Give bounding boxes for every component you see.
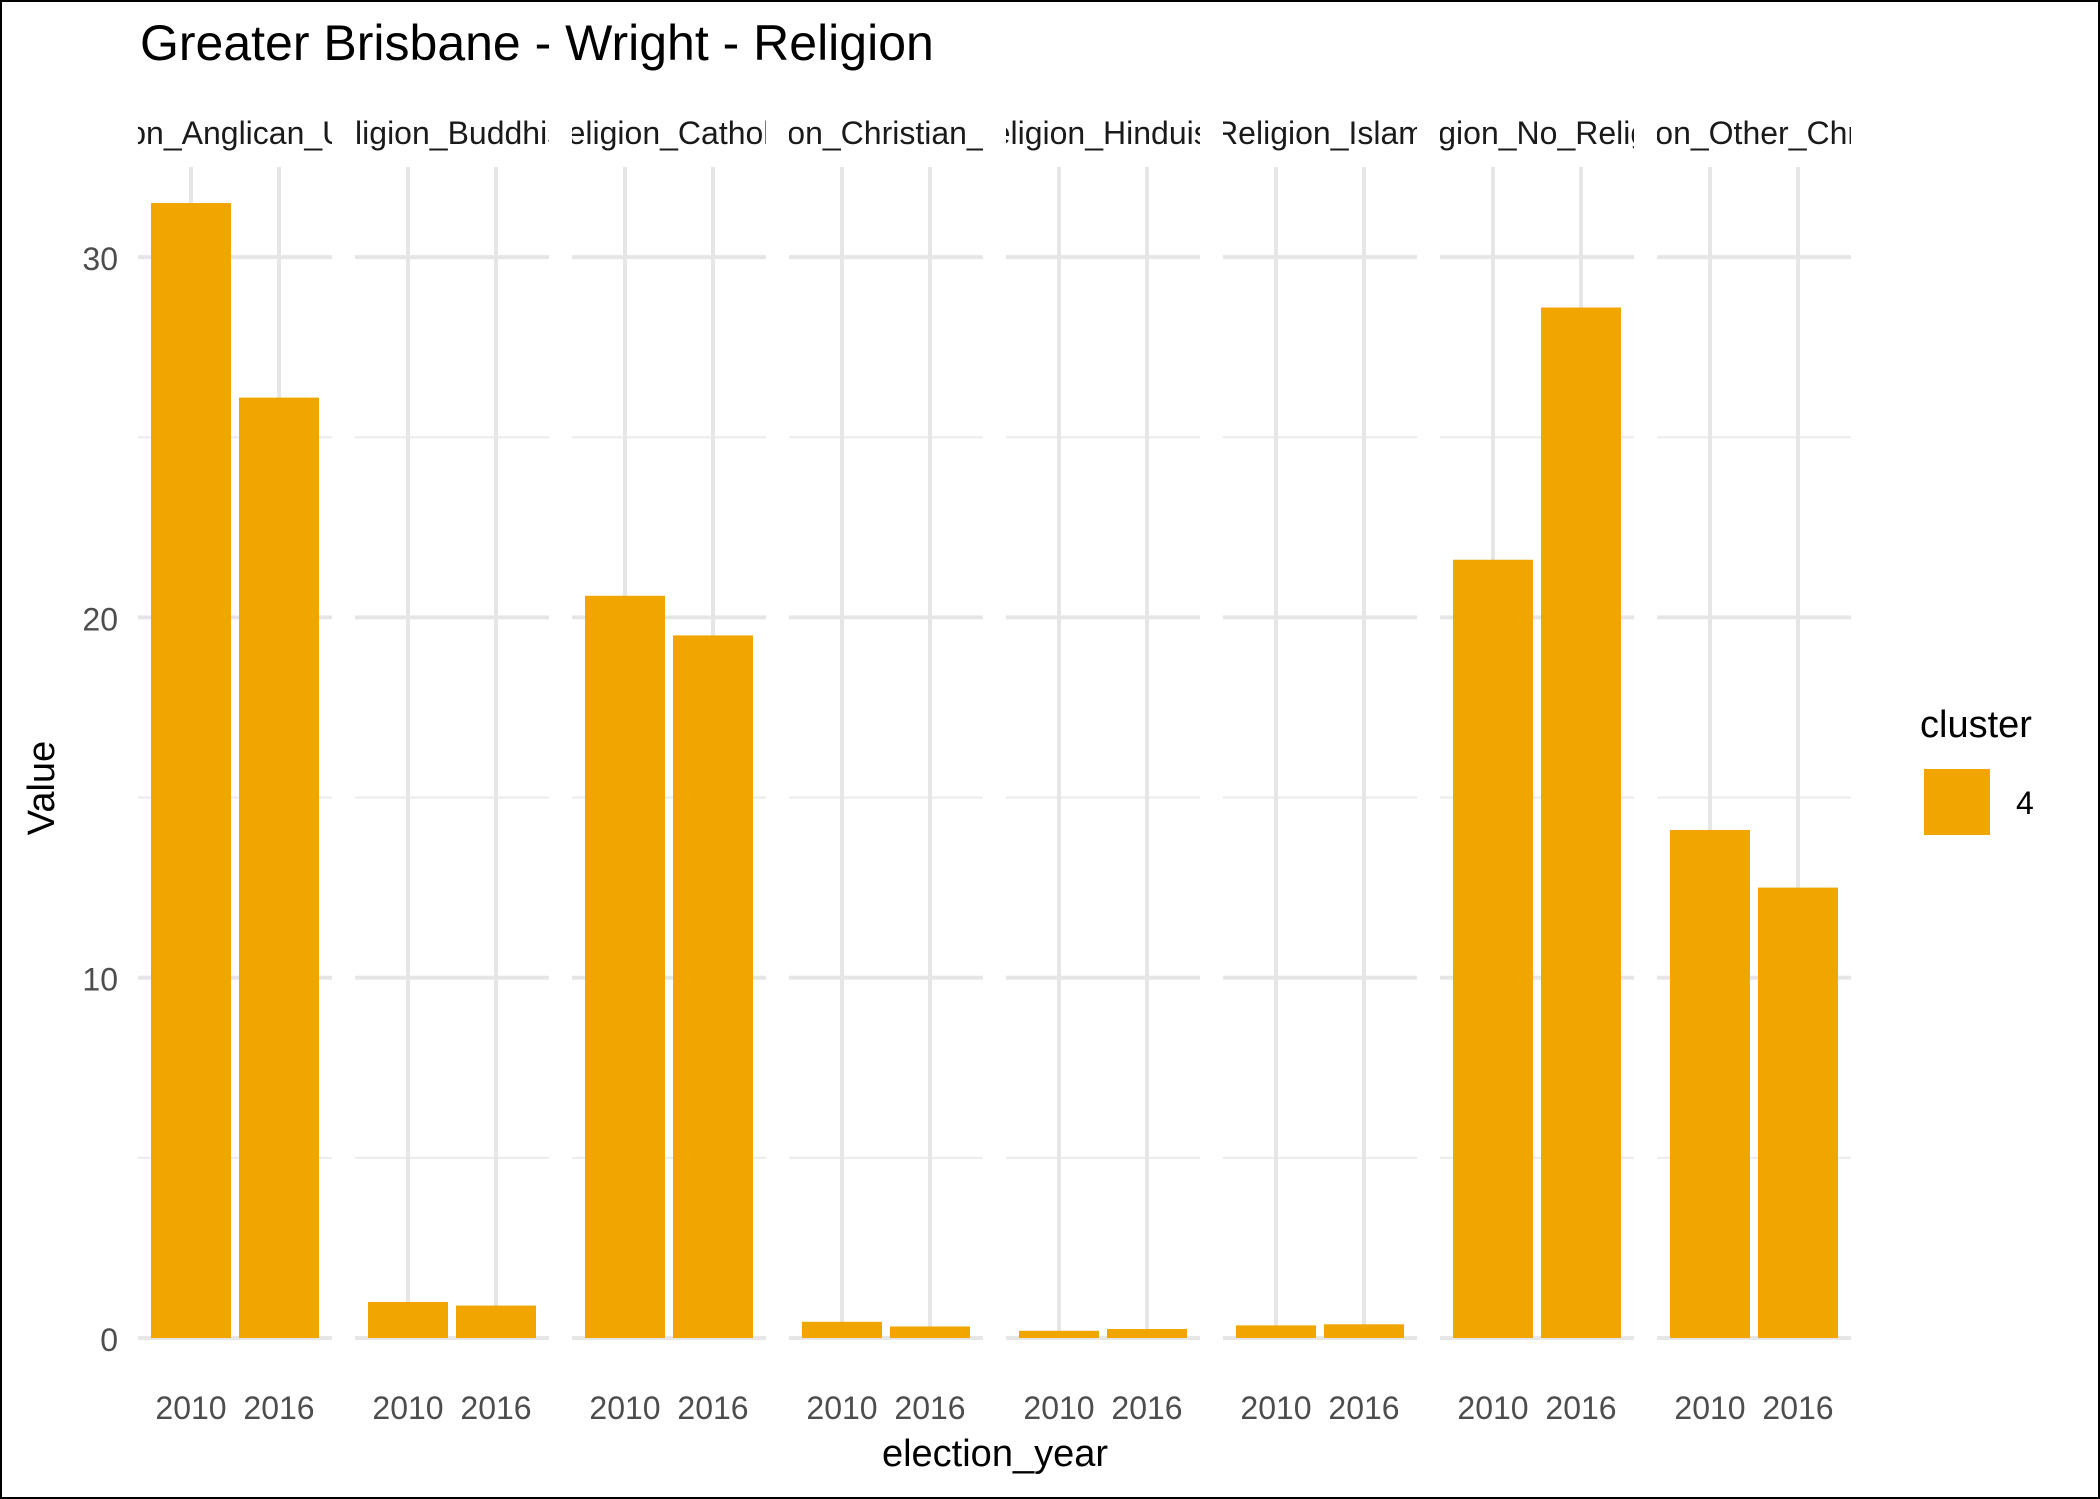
x-tick-label: 2010 (1023, 1390, 1094, 1426)
x-tick-label: 2016 (1111, 1390, 1182, 1426)
y-axis-label: Value (21, 741, 63, 835)
facet-strip-label: Religion_Buddhism (314, 115, 590, 151)
x-tick-label: 2010 (806, 1390, 877, 1426)
y-tick-label: 0 (100, 1322, 118, 1358)
bar (1019, 1330, 1099, 1338)
facet-strip-label: Religion_Christian_Other (707, 115, 1065, 151)
x-tick-label: 2010 (155, 1390, 226, 1426)
legend-label: 4 (2016, 785, 2034, 821)
bar (585, 595, 665, 1338)
bar (1758, 887, 1838, 1338)
facet-strip-label: Religion_No_Religion (1383, 115, 1691, 151)
x-tick-label: 2016 (460, 1390, 531, 1426)
bar (1324, 1324, 1404, 1338)
bar (1236, 1325, 1316, 1338)
x-axis-label: election_year (882, 1433, 1108, 1475)
legend-title: cluster (1920, 704, 2032, 746)
facet-strip-label: Religion_Hinduism (970, 115, 1237, 151)
y-tick-label: 30 (82, 241, 118, 277)
x-tick-label: 2010 (1674, 1390, 1745, 1426)
bar (151, 203, 231, 1338)
facet-panel: 2010 2016 Religion_Hinduism (970, 115, 1237, 1426)
facet-panel: 2010 2016 Religion_Christian_Other (707, 115, 1065, 1426)
x-tick-label: 2016 (1328, 1390, 1399, 1426)
bar (890, 1326, 970, 1338)
facet-panel: 2010 2016 Religion_Buddhism (314, 115, 590, 1426)
bar (673, 635, 753, 1338)
facet-panel: 2010 2016 Religion_Catholic (544, 115, 793, 1426)
bar (456, 1305, 536, 1338)
x-tick-label: 2016 (894, 1390, 965, 1426)
y-tick-label: 10 (82, 962, 118, 998)
x-tick-label: 2010 (372, 1390, 443, 1426)
bar (802, 1321, 882, 1338)
bar (1107, 1328, 1187, 1338)
facet-strip-label: Religion_Islam (1215, 115, 1425, 151)
x-tick-label: 2016 (243, 1390, 314, 1426)
facet-panel: 2010 2016 Religion_No_Religion (1383, 115, 1691, 1426)
bar (1670, 829, 1750, 1338)
chart-title: Greater Brisbane - Wright - Religion (140, 15, 934, 71)
x-tick-label: 2010 (1240, 1390, 1311, 1426)
x-tick-label: 2010 (1457, 1390, 1528, 1426)
x-tick-label: 2016 (1762, 1390, 1833, 1426)
facet-panel: 2010 2016 Religion_Islam (1215, 115, 1425, 1426)
x-tick-label: 2010 (589, 1390, 660, 1426)
y-axis: 0 10 20 30 (82, 241, 118, 1358)
facet-panel: 2010 2016 Religion_Other_Christian (1575, 115, 1933, 1426)
facet-strip-label: Religion_Anglican_Uniting (48, 115, 422, 151)
bar (239, 397, 319, 1338)
bar (368, 1301, 448, 1338)
x-tick-label: 2016 (1545, 1390, 1616, 1426)
x-tick-label: 2016 (677, 1390, 748, 1426)
facet-strip-label: Religion_Catholic (544, 115, 793, 151)
bar (1541, 307, 1621, 1338)
legend: cluster 4 (1920, 704, 2034, 835)
facet-strip-label: Religion_Other_Christian (1575, 115, 1933, 151)
legend-key (1924, 769, 1990, 835)
y-tick-label: 20 (82, 601, 118, 637)
bar (1453, 559, 1533, 1338)
